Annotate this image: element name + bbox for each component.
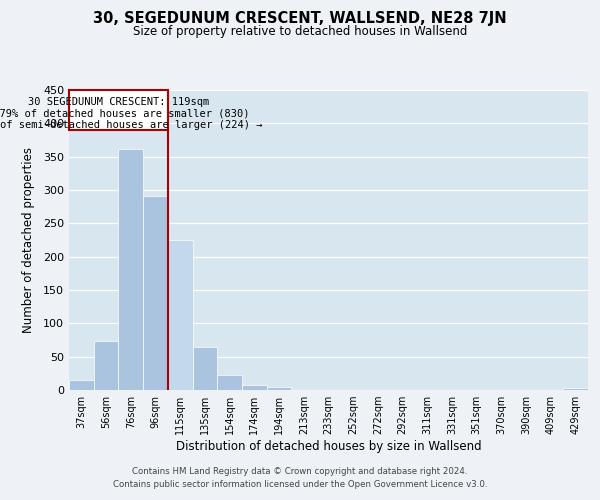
Bar — [168, 240, 193, 390]
Bar — [94, 342, 118, 390]
Text: Contains HM Land Registry data © Crown copyright and database right 2024.
Contai: Contains HM Land Registry data © Crown c… — [113, 468, 487, 489]
Text: ← 79% of detached houses are smaller (830): ← 79% of detached houses are smaller (83… — [0, 108, 250, 118]
Bar — [563, 388, 588, 390]
Bar — [193, 346, 217, 390]
Text: 30 SEGEDUNUM CRESCENT: 119sqm: 30 SEGEDUNUM CRESCENT: 119sqm — [28, 96, 209, 106]
Bar — [143, 196, 168, 390]
Text: 21% of semi-detached houses are larger (224) →: 21% of semi-detached houses are larger (… — [0, 120, 262, 130]
Bar — [267, 388, 292, 390]
Text: 30, SEGEDUNUM CRESCENT, WALLSEND, NE28 7JN: 30, SEGEDUNUM CRESCENT, WALLSEND, NE28 7… — [93, 11, 507, 26]
Y-axis label: Number of detached properties: Number of detached properties — [22, 147, 35, 333]
FancyBboxPatch shape — [69, 90, 168, 130]
X-axis label: Distribution of detached houses by size in Wallsend: Distribution of detached houses by size … — [176, 440, 481, 453]
Bar — [217, 376, 242, 390]
Bar — [118, 148, 143, 390]
Bar — [242, 384, 267, 390]
Text: Size of property relative to detached houses in Wallsend: Size of property relative to detached ho… — [133, 25, 467, 38]
Bar — [69, 380, 94, 390]
